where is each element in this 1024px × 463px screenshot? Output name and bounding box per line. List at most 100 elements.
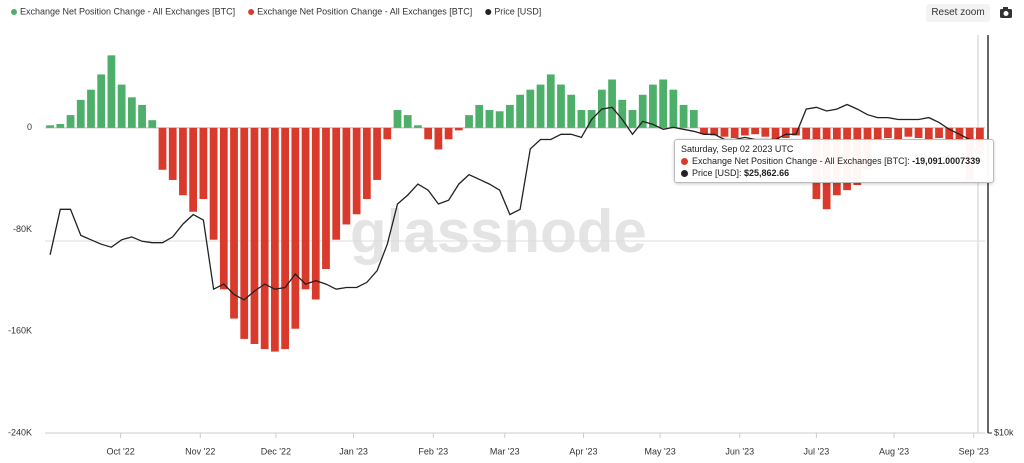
bar: [649, 84, 657, 128]
bar: [46, 125, 54, 128]
bar: [516, 94, 524, 128]
bar: [608, 79, 616, 128]
bar: [557, 84, 565, 128]
x-tick-label: Feb '23: [418, 446, 448, 456]
bar: [342, 127, 351, 225]
legend-dot: [248, 9, 255, 15]
x-tick-label: Sep '23: [959, 446, 989, 456]
x-tick-label: Jul '23: [804, 446, 830, 456]
bar: [792, 127, 800, 136]
tooltip-value: -19,091.0007339: [912, 156, 981, 166]
x-tick-label: May '23: [644, 446, 675, 456]
bar: [741, 127, 749, 136]
bar: [710, 127, 719, 136]
y-tick-label: -160K: [8, 326, 32, 336]
legend-label: Exchange Net Position Change - All Excha…: [20, 6, 235, 16]
bar: [179, 127, 187, 196]
bar: [240, 127, 249, 339]
tooltip-dot: [681, 158, 688, 165]
camera-icon[interactable]: [1000, 7, 1012, 18]
bar: [935, 127, 943, 138]
bar: [260, 127, 269, 350]
bar: [945, 127, 954, 140]
bar: [76, 99, 85, 128]
bar: [761, 127, 770, 137]
watermark: glassnode: [350, 198, 647, 265]
bar: [352, 127, 361, 215]
bar: [955, 127, 964, 140]
legend-label: Price [USD]: [494, 6, 541, 16]
bar: [526, 89, 535, 128]
bar: [720, 127, 729, 137]
bar: [311, 127, 320, 300]
bar: [158, 127, 167, 170]
bar: [454, 127, 463, 131]
legend-dot: [11, 9, 17, 15]
bar: [383, 127, 392, 140]
bar: [689, 110, 698, 128]
y-tick-label: -240K: [8, 427, 32, 437]
bar: [700, 127, 708, 135]
bar: [669, 89, 678, 128]
bar: [148, 120, 157, 128]
bar: [434, 127, 443, 150]
bar: [332, 127, 341, 240]
bar: [301, 127, 310, 290]
tooltip-label: Exchange Net Position Change - All Excha…: [692, 156, 910, 166]
x-tick-label: Mar '23: [490, 446, 520, 456]
bar: [424, 127, 433, 140]
bar: [230, 127, 238, 319]
bar: [567, 94, 576, 128]
bar: [97, 74, 106, 128]
bar: [219, 127, 228, 290]
bar: [138, 104, 146, 128]
y-tick-label: -80K: [13, 224, 32, 234]
bar: [884, 127, 892, 138]
tooltip-row: Price [USD]: $25,862.66: [681, 168, 987, 178]
bar: [495, 111, 504, 128]
bar: [802, 127, 811, 140]
x-tick-label: Jan '23: [339, 446, 368, 456]
tooltip-label: Price [USD]:: [692, 168, 742, 178]
bar: [281, 127, 289, 350]
bar: [199, 127, 208, 200]
bar: [66, 115, 75, 128]
bar: [577, 110, 586, 128]
bar: [485, 110, 494, 128]
bar: [771, 127, 780, 140]
bar: [536, 84, 545, 128]
bar: [444, 127, 453, 140]
tooltip-row: Exchange Net Position Change - All Excha…: [681, 156, 987, 166]
bar: [393, 110, 402, 128]
bar: [679, 104, 688, 128]
x-tick-label: Aug '23: [879, 446, 909, 456]
bar: [751, 127, 759, 135]
bar: [56, 124, 65, 128]
tooltip: Saturday, Sep 02 2023 UTC Exchange Net P…: [674, 139, 994, 183]
y2-tick-label: $10k: [994, 427, 1014, 437]
bar: [107, 55, 116, 128]
bar: [475, 104, 484, 128]
bar: [914, 127, 923, 138]
bar: [781, 127, 790, 138]
x-tick-label: Nov '22: [185, 446, 215, 456]
bar: [506, 104, 514, 128]
bar: [924, 127, 933, 140]
bar: [618, 99, 627, 128]
price-line: [49, 103, 981, 301]
bar: [189, 127, 198, 212]
bar: [730, 127, 739, 138]
bar: [403, 115, 412, 128]
bar: [362, 127, 371, 200]
x-tick-label: Apr '23: [569, 446, 597, 456]
bar: [291, 127, 300, 329]
bar: [373, 127, 381, 180]
x-tick-label: Oct '22: [106, 446, 134, 456]
bar: [209, 127, 218, 240]
x-tick-label: Jun '23: [725, 446, 754, 456]
y-tick-label: 0: [27, 122, 32, 132]
reset-zoom-button[interactable]: Reset zoom: [926, 4, 990, 22]
bar: [465, 115, 473, 128]
